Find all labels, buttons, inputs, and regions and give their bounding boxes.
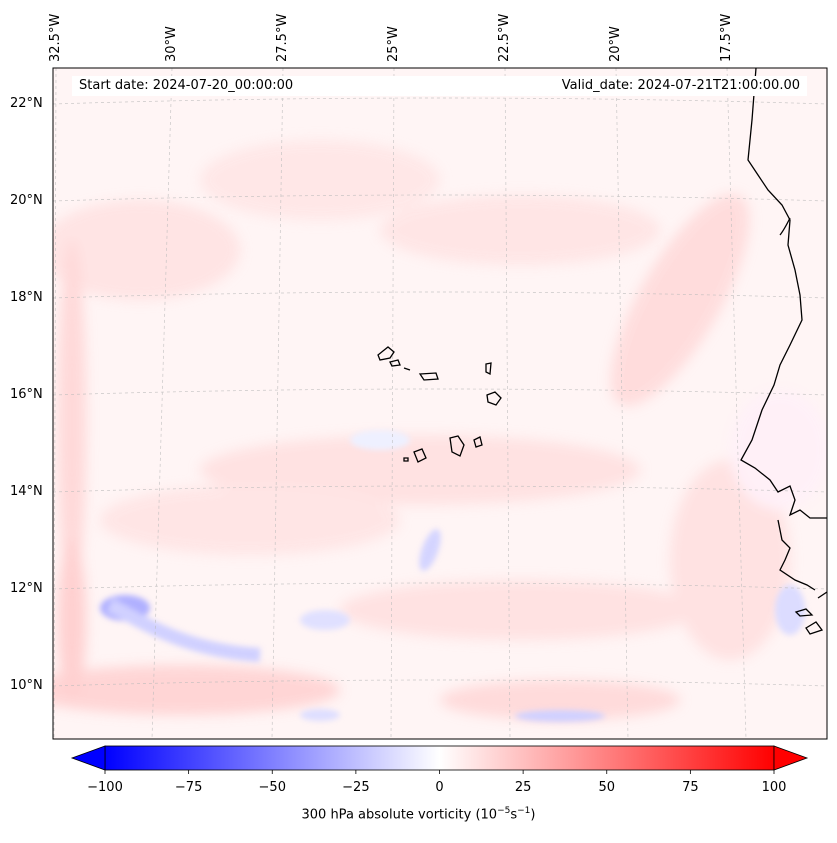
longitude-label: 32.5°W bbox=[48, 13, 63, 62]
longitude-label: 25°W bbox=[386, 26, 401, 62]
valid-date: Valid_date: 2024-07-21T21:00:00.00 bbox=[561, 78, 800, 93]
colorbar-tick-label: −100 bbox=[87, 780, 123, 795]
colorbar-tick-label: −25 bbox=[342, 780, 370, 795]
vorticity-field bbox=[53, 68, 827, 739]
colorbar-title-exp2: −1 bbox=[517, 806, 531, 816]
colorbar-tick-label: 50 bbox=[598, 780, 616, 795]
colorbar-tick-label: −50 bbox=[258, 780, 286, 795]
colorbar-tick-label: 0 bbox=[435, 780, 444, 795]
longitude-label: 22.5°W bbox=[497, 13, 512, 62]
colorbar-title-end: ) bbox=[530, 807, 536, 823]
colorbar-title: 300 hPa absolute vorticity (10−5s−1) bbox=[0, 806, 837, 822]
colorbar-tick-label: 25 bbox=[514, 780, 532, 795]
latitude-label: 14°N bbox=[10, 484, 43, 499]
longitude-label: 30°W bbox=[164, 26, 179, 62]
longitude-label: 27.5°W bbox=[275, 13, 290, 62]
coastline bbox=[377, 68, 827, 635]
colorbar-tick-label: 75 bbox=[682, 780, 699, 795]
colorbar-tick-label: −75 bbox=[174, 780, 203, 795]
colorbar-tick-label: 100 bbox=[761, 780, 787, 795]
latitude-label: 10°N bbox=[10, 678, 43, 693]
colorbar-extend-high bbox=[773, 745, 809, 771]
longitude-label: 17.5°W bbox=[719, 13, 734, 62]
info-bar: Start date: 2024-07-20_00:00:00 Valid_da… bbox=[72, 76, 807, 96]
longitude-label: 20°W bbox=[608, 26, 623, 62]
colorbar-title-text: 300 hPa absolute vorticity (10 bbox=[301, 807, 498, 823]
start-date: Start date: 2024-07-20_00:00:00 bbox=[79, 78, 294, 93]
colorbar-extend-low bbox=[70, 745, 106, 771]
latitude-label: 22°N bbox=[10, 96, 43, 111]
latitude-label: 20°N bbox=[10, 193, 43, 208]
latitude-label: 16°N bbox=[10, 387, 43, 402]
colorbar-gradient bbox=[104, 745, 775, 771]
colorbar-title-exp1: −5 bbox=[497, 806, 511, 816]
map-frame bbox=[52, 67, 828, 740]
colorbar-title-mid: s bbox=[510, 807, 518, 823]
latitude-label: 12°N bbox=[10, 581, 43, 596]
latitude-label: 18°N bbox=[10, 290, 43, 305]
colorbar bbox=[70, 745, 809, 774]
